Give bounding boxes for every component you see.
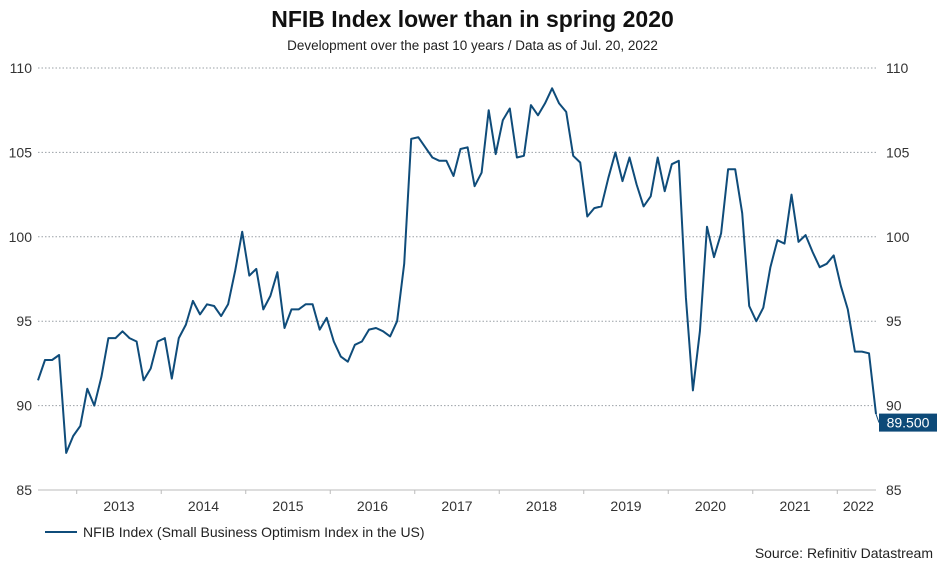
last-value-connector	[875, 413, 880, 423]
chart-title: NFIB Index lower than in spring 2020	[271, 6, 674, 32]
source-note: Source: Refinitiv Datastream	[754, 545, 933, 561]
y-tick-label-right: 90	[886, 398, 902, 414]
y-tick-label-left: 100	[9, 229, 33, 245]
y-tick-label-left: 90	[16, 398, 32, 414]
x-tick-label: 2015	[272, 498, 303, 514]
legend-swatch	[45, 531, 77, 533]
y-tick-label-left: 110	[10, 60, 33, 76]
y-tick-label-left: 105	[9, 144, 33, 160]
x-tick-label: 2018	[526, 498, 557, 514]
x-tick-label: 2020	[695, 498, 726, 514]
x-tick-label: 2016	[357, 498, 388, 514]
x-tick-label: 2013	[103, 498, 134, 514]
last-value-label: 89.500	[887, 415, 930, 431]
series-line	[37, 87, 877, 454]
y-tick-label-right: 105	[886, 144, 910, 160]
legend: NFIB Index (Small Business Optimism Inde…	[45, 524, 425, 540]
y-tick-label-left: 95	[16, 313, 32, 329]
x-tick-label: 2017	[441, 498, 472, 514]
chart-subtitle: Development over the past 10 years / Dat…	[287, 38, 658, 53]
last-value-box	[879, 413, 937, 432]
y-tick-label-right: 100	[886, 229, 910, 245]
x-tick-label: 2021	[779, 498, 810, 514]
legend-label: NFIB Index (Small Business Optimism Inde…	[83, 524, 425, 540]
x-tick-label: 2022	[843, 498, 874, 514]
y-tick-label-right: 85	[886, 482, 902, 498]
x-tick-label: 2019	[610, 498, 641, 514]
y-tick-label-left: 85	[16, 482, 32, 498]
x-tick-label: 2014	[188, 498, 219, 514]
y-tick-label-right: 95	[886, 313, 902, 329]
y-tick-label-right: 110	[886, 60, 909, 76]
